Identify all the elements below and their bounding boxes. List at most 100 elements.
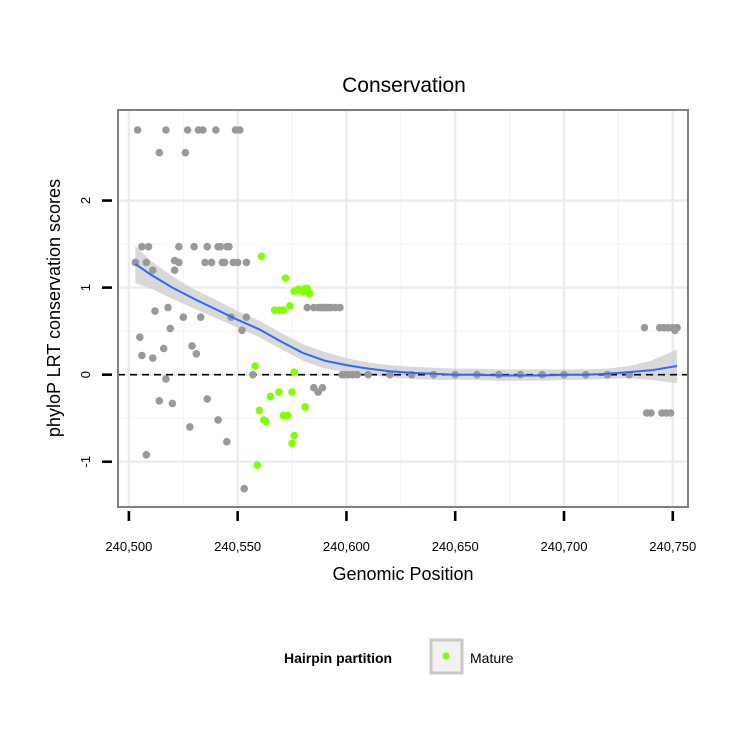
grid-lines <box>118 110 688 507</box>
data-point-other <box>386 370 394 379</box>
data-point-other <box>159 344 168 353</box>
data-point-other <box>138 242 146 251</box>
data-point-other <box>164 303 172 312</box>
smooth-line-layer <box>134 263 678 377</box>
data-point-other <box>175 258 183 267</box>
data-point-mature <box>288 388 296 396</box>
data-point-other <box>318 383 327 392</box>
y-tick-label: 1 <box>78 284 93 291</box>
data-point-other <box>225 242 233 251</box>
data-point-other <box>133 126 142 134</box>
data-point-other <box>155 397 164 405</box>
data-point-other <box>673 323 681 332</box>
other-points-layer <box>131 126 681 493</box>
panel-border <box>117 109 689 508</box>
data-point-other <box>640 323 649 332</box>
data-point-other <box>192 350 201 358</box>
y-axis-label: phyloP LRT conservation scores <box>44 179 64 437</box>
data-point-other <box>186 423 194 431</box>
data-point-other <box>203 395 211 403</box>
data-point-mature <box>262 417 270 426</box>
data-point-other <box>149 266 157 275</box>
data-point-other <box>242 258 251 267</box>
legend: Hairpin partition Mature <box>284 638 514 675</box>
x-tick-label: 240,700 <box>540 539 587 554</box>
legend-mature-label: Mature <box>470 650 514 666</box>
data-point-mature <box>279 306 288 315</box>
x-tick-label: 240,550 <box>214 539 261 554</box>
data-point-other <box>303 303 312 312</box>
data-point-other <box>196 313 205 322</box>
data-point-other <box>183 126 192 134</box>
data-point-other <box>233 258 242 267</box>
data-point-other <box>168 399 177 408</box>
data-point-mature <box>281 274 290 282</box>
mature-points-layer <box>251 252 314 470</box>
data-point-mature <box>286 302 294 310</box>
data-point-other <box>353 370 362 379</box>
data-point-other <box>214 416 222 424</box>
data-point-other <box>364 370 373 379</box>
data-point-other <box>236 126 244 134</box>
data-point-other <box>199 126 207 134</box>
data-point-other <box>201 258 209 267</box>
data-point-other <box>142 451 151 459</box>
data-point-mature <box>266 392 275 401</box>
data-point-other <box>136 333 144 342</box>
data-point-other <box>647 409 655 417</box>
x-tick-label: 240,500 <box>105 539 152 554</box>
data-point-mature <box>290 431 299 440</box>
chart-title: Conservation <box>342 74 466 97</box>
x-axis: 240,500 240,550 240,600 240,650 240,700 240,7… <box>105 511 696 554</box>
data-point-other <box>666 409 675 417</box>
data-point-mature <box>283 411 292 420</box>
data-point-mature <box>253 461 261 470</box>
data-point-mature <box>305 289 314 298</box>
data-point-mature <box>301 403 309 411</box>
data-point-other <box>249 370 257 379</box>
data-point-other <box>220 258 229 267</box>
data-point-other <box>155 148 164 157</box>
data-point-other <box>238 326 246 335</box>
data-point-other <box>212 126 220 134</box>
data-point-other <box>203 242 211 251</box>
data-point-other <box>336 303 344 312</box>
data-point-mature <box>257 252 266 261</box>
data-point-other <box>175 242 183 251</box>
data-point-other <box>162 375 170 383</box>
x-tick-label: 240,650 <box>432 539 479 554</box>
data-point-other <box>138 351 146 360</box>
data-point-other <box>181 148 190 157</box>
data-point-other <box>151 307 159 315</box>
y-tick-label: 2 <box>78 197 93 204</box>
data-point-mature <box>288 439 296 448</box>
data-point-other <box>207 258 216 267</box>
x-tick-label: 240,600 <box>323 539 370 554</box>
loess-smooth-line <box>134 263 678 377</box>
y-tick-label: -1 <box>78 456 93 468</box>
data-point-other <box>242 313 251 322</box>
data-point-mature <box>251 362 259 370</box>
y-tick-label: 0 <box>78 371 93 378</box>
x-axis-label: Genomic Position <box>332 564 473 584</box>
data-point-other <box>142 258 151 267</box>
data-point-other <box>190 242 198 251</box>
data-point-other <box>170 266 179 275</box>
data-point-other <box>223 437 231 446</box>
data-point-other <box>188 342 196 350</box>
data-point-other <box>162 126 170 134</box>
data-point-mature <box>255 406 264 415</box>
data-point-other <box>144 242 153 251</box>
data-point-other <box>149 354 157 362</box>
data-point-mature <box>290 368 299 376</box>
data-point-other <box>179 313 188 322</box>
legend-mature-marker <box>442 652 450 660</box>
data-point-other <box>240 484 248 493</box>
data-point-other <box>166 324 174 333</box>
data-point-mature <box>275 388 283 396</box>
x-tick-label: 240,750 <box>649 539 696 554</box>
legend-title: Hairpin partition <box>284 650 392 666</box>
y-axis: -1 0 1 2 <box>78 197 112 468</box>
data-point-other <box>216 242 225 251</box>
